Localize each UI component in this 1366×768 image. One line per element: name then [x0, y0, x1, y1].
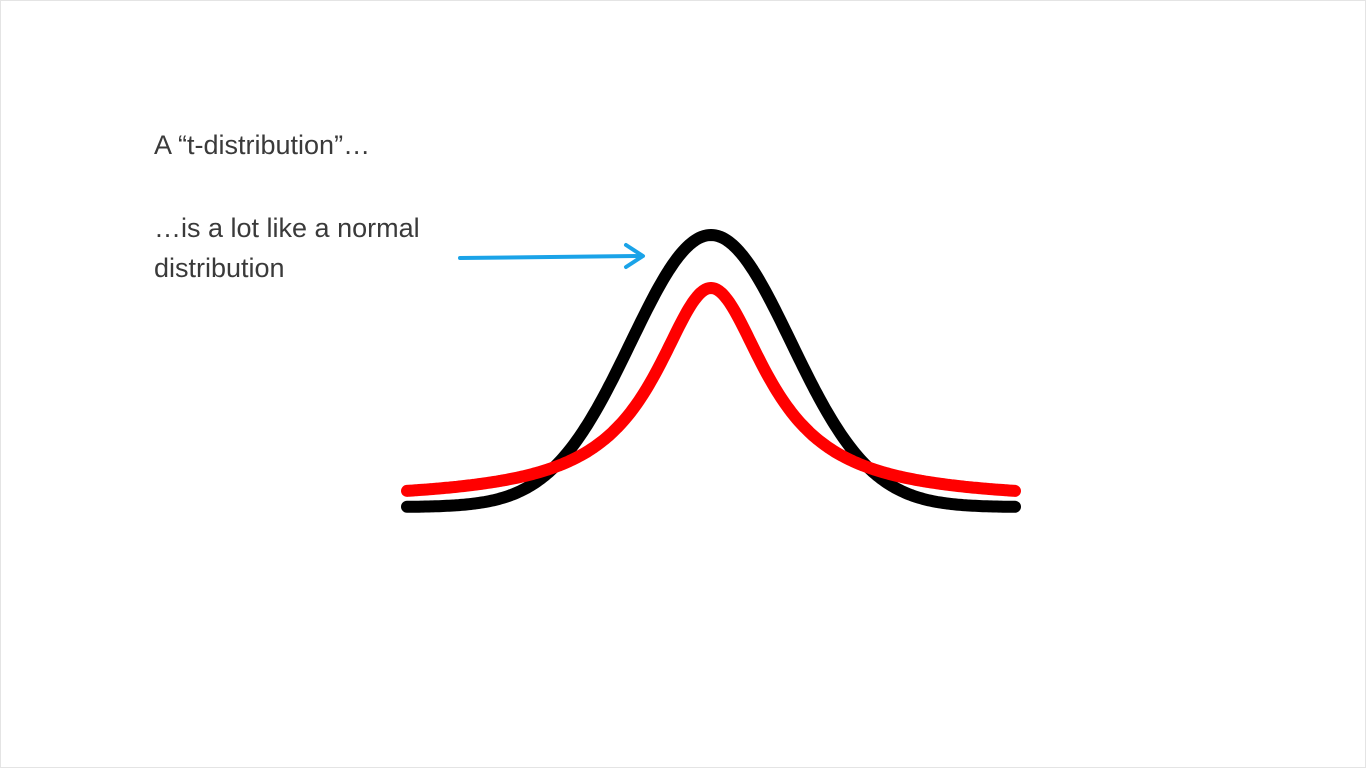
- arrow-shaft: [458, 254, 643, 260]
- arrow-head: [624, 243, 645, 269]
- pointer-arrow: [458, 243, 645, 269]
- slide-heading: A “t-distribution”…: [154, 130, 371, 160]
- slide-caption: …is a lot like a normal distribution: [154, 213, 420, 283]
- normal-distribution-curve: [401, 229, 1021, 513]
- t-distribution-curve: [401, 282, 1021, 497]
